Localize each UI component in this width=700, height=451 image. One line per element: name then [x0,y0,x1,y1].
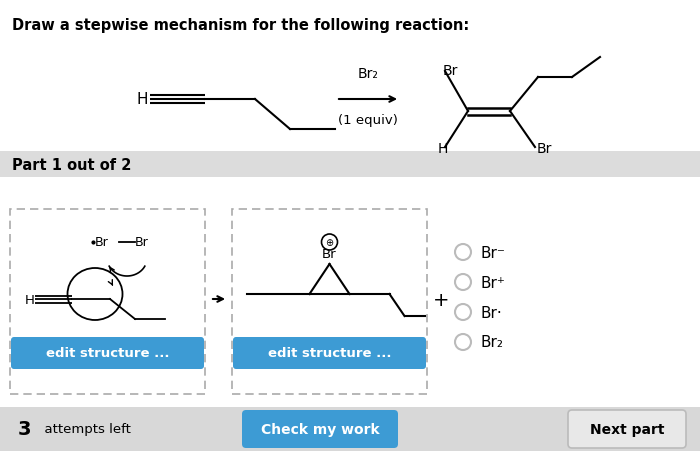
FancyBboxPatch shape [232,210,427,394]
FancyBboxPatch shape [233,337,426,369]
Text: Check my work: Check my work [260,422,379,436]
Text: Next part: Next part [589,422,664,436]
FancyBboxPatch shape [0,152,700,178]
Text: Br₂: Br₂ [480,335,503,350]
FancyBboxPatch shape [0,407,700,451]
Text: Br: Br [322,248,337,260]
Text: Part 1 out of 2: Part 1 out of 2 [12,157,132,172]
Text: +: + [433,290,449,309]
Text: 3: 3 [18,419,32,438]
Text: Br⁻: Br⁻ [480,245,505,260]
Text: Br: Br [537,142,552,156]
FancyBboxPatch shape [11,337,204,369]
Text: H: H [25,293,35,306]
Text: H: H [136,92,148,107]
Text: H: H [438,142,448,156]
Text: (1 equiv): (1 equiv) [338,114,398,127]
Text: Br₂: Br₂ [358,67,379,81]
Text: Br: Br [135,236,148,249]
FancyBboxPatch shape [568,410,686,448]
Text: ⊕: ⊕ [326,238,334,248]
Text: Br: Br [95,236,108,249]
Text: attempts left: attempts left [36,423,131,436]
Text: edit structure ...: edit structure ... [46,347,169,360]
Text: Br: Br [443,64,459,78]
FancyBboxPatch shape [242,410,398,448]
Text: Br·: Br· [480,305,502,320]
Text: edit structure ...: edit structure ... [267,347,391,360]
FancyBboxPatch shape [10,210,205,394]
Text: Br⁺: Br⁺ [480,275,505,290]
Text: Draw a stepwise mechanism for the following reaction:: Draw a stepwise mechanism for the follow… [12,18,469,33]
